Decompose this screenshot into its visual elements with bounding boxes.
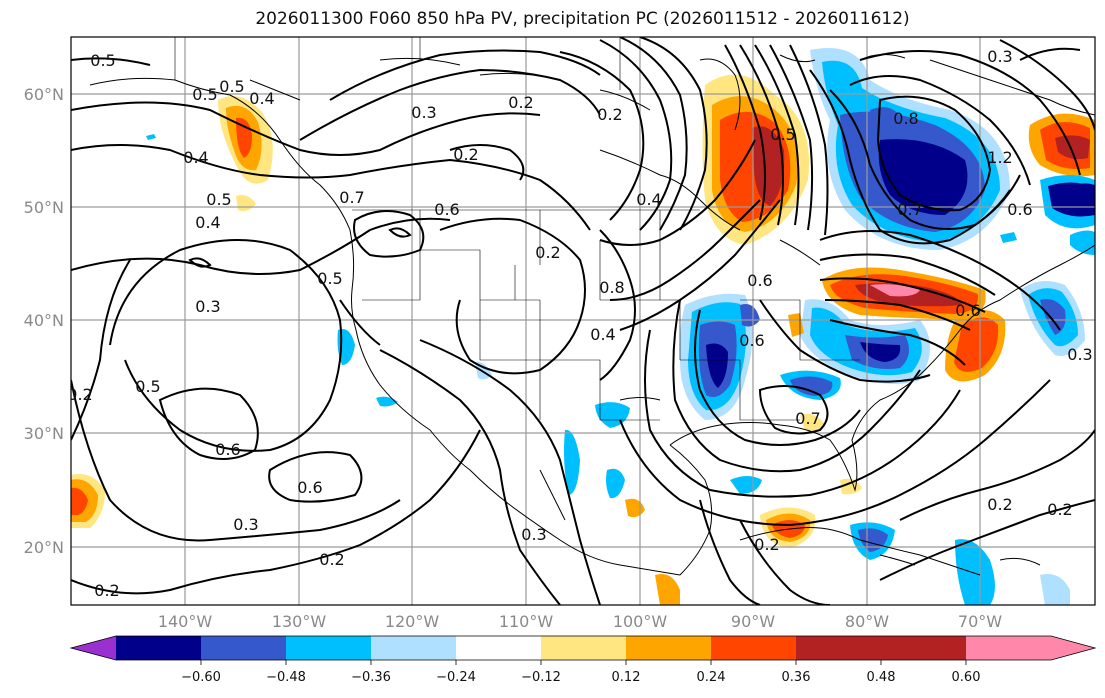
contour-label: 0.5 [192,85,217,104]
colorbar-swatch [286,636,371,660]
colorbar-tick: −0.36 [351,670,391,685]
contour-label: 0.6 [747,271,772,290]
lon-label: 100°W [613,612,668,631]
colorbar-swatch [456,636,541,660]
contour-label: 0.7 [897,200,922,219]
contour-label: 0.4 [636,190,661,209]
contour-label: 0.3 [411,103,436,122]
contour-label: 0.6 [297,478,322,497]
colorbar-swatch [116,636,201,660]
map-title: 2026011300 F060 850 hPa PV, precipitatio… [255,9,910,29]
contour-label: 0.8 [893,109,918,128]
coastlines [89,54,1095,576]
colorbar-swatch [626,636,711,660]
contour-label: 0.3 [1067,345,1092,364]
contour-label: 0.3 [521,525,546,544]
colorbar-swatch [881,636,966,660]
lon-label: 110°W [499,612,554,631]
contour-label: 0.2 [987,495,1012,514]
contour-label: 0.2 [67,385,92,404]
colorbar-swatch [371,636,456,660]
lon-label: 140°W [158,612,213,631]
contour-label: 0.2 [453,145,478,164]
contour-label: 0.2 [319,550,344,569]
contour-label: 0.7 [795,409,820,428]
lon-label: 130°W [272,612,327,631]
map-frame [70,36,1096,606]
contour-label-group: 0.5 0.5 0.4 0.4 0.5 0.4 0.7 0.6 0.3 0.2 … [67,47,1093,600]
colorbar-arrow-left [71,636,116,660]
colorbar-tick: −0.60 [181,670,221,685]
contour-label: 0.3 [233,515,258,534]
lat-label: 50°N [24,198,64,217]
contour-label: 0.4 [590,325,615,344]
contour-label: 0.8 [599,278,624,297]
contour-label: 0.2 [508,93,533,112]
colorbar: −0.60 −0.48 −0.36 −0.24 −0.12 0.12 0.24 … [69,635,1097,685]
contour-label: 0.6 [1007,200,1032,219]
lon-label: 90°W [731,612,775,631]
colorbar-swatch [966,636,1051,660]
colorbar-swatch [796,636,881,660]
contour-label: 0.5 [317,269,342,288]
lon-label: 70°W [958,612,1002,631]
lat-label: 40°N [24,311,64,330]
contour-label: 0.2 [535,243,560,262]
contour-label: 0.5 [219,77,244,96]
colorbar-swatch [201,636,286,660]
colorbar-arrow-right-tip [1051,636,1095,660]
contour-label: 0.7 [339,188,364,207]
colorbar-tick: 0.36 [782,670,811,685]
colorbar-tick: 0.48 [867,670,896,685]
lon-label: 120°W [385,612,440,631]
lat-label: 30°N [24,424,64,443]
colorbar-tick: −0.12 [521,670,561,685]
lat-label: 20°N [24,538,64,557]
state-borders [174,37,860,421]
latitude-labels: 60°N 50°N 40°N 30°N 20°N [24,85,64,557]
contour-label: 0.4 [195,213,220,232]
colorbar-tick: 0.24 [697,670,726,685]
colorbar-outline [69,635,1097,661]
contour-label: 0.2 [597,105,622,124]
colorbar-tick: 0.60 [952,670,981,685]
contour-label: 1.2 [987,148,1012,167]
contour-label: 0.4 [183,148,208,167]
contour-label: 0.6 [739,331,764,350]
contour-label: 0.6 [215,440,240,459]
contour-label: 0.5 [770,125,795,144]
pv-contours [71,37,1095,605]
colorbar-tick: −0.24 [436,670,476,685]
contour-label: 0.3 [987,47,1012,66]
contour-label: 0.4 [249,89,274,108]
contour-label: 0.2 [94,581,119,600]
contour-label: 0.3 [195,297,220,316]
longitude-labels: 140°W 130°W 120°W 110°W 100°W 90°W 80°W … [158,612,1002,631]
contour-label: 0.2 [1047,500,1072,519]
contour-label: 0.6 [434,200,459,219]
colorbar-tick: −0.48 [266,670,306,685]
contour-label: 0.5 [135,377,160,396]
lat-label: 60°N [24,85,64,104]
lon-label: 80°W [845,612,889,631]
contour-label: 0.6 [955,301,980,320]
contour-label: 0.5 [206,190,231,209]
colorbar-tick: 0.12 [612,670,641,685]
colorbar-swatch [541,636,626,660]
contour-label: 0.5 [90,51,115,70]
contour-label: 0.2 [754,535,779,554]
colorbar-swatch [711,636,796,660]
